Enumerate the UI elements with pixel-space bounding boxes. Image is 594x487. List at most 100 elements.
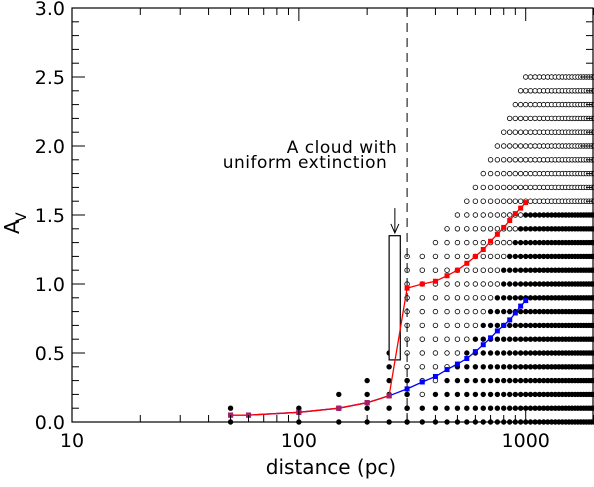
sample-point-open xyxy=(494,239,501,246)
series-point xyxy=(472,349,478,355)
sample-point-filled xyxy=(512,267,519,273)
sample-point-open xyxy=(532,129,538,135)
sample-point-open xyxy=(532,74,538,80)
sample-point-filled xyxy=(532,377,538,384)
sample-point-filled xyxy=(527,364,534,370)
sample-point-filled xyxy=(523,281,529,287)
sample-point-filled xyxy=(523,239,529,246)
sample-point-open xyxy=(501,143,507,149)
sample-point-open xyxy=(523,115,529,122)
sample-point-open xyxy=(523,74,529,80)
sample-point-filled xyxy=(517,308,524,315)
series-point xyxy=(464,356,470,362)
sample-point-open xyxy=(494,157,501,163)
sample-point-open xyxy=(532,101,538,108)
sample-point-filled xyxy=(487,405,494,411)
sample-point-open xyxy=(487,267,494,273)
sample-point-filled xyxy=(523,391,529,398)
sample-point-open xyxy=(454,350,461,356)
annotation-arrow-head xyxy=(390,223,400,235)
sample-point-open xyxy=(523,184,529,191)
sample-point-filled xyxy=(501,295,507,301)
sample-point-open xyxy=(480,226,486,232)
sample-point-filled xyxy=(444,391,450,398)
sample-point-open xyxy=(472,239,479,246)
sample-point-filled xyxy=(501,308,507,315)
y-axis-label-main: A xyxy=(0,220,24,234)
sample-point-open xyxy=(523,143,529,149)
sample-point-filled xyxy=(480,377,486,384)
sample-point-filled xyxy=(527,226,534,232)
sample-point-open xyxy=(512,198,519,204)
sample-point-open xyxy=(532,157,538,163)
sample-point-filled xyxy=(506,281,513,287)
sample-point-filled xyxy=(494,377,501,384)
sample-point-filled xyxy=(501,350,507,356)
series-point xyxy=(454,267,460,273)
y-axis-label-subscript: V xyxy=(14,212,30,222)
series-point xyxy=(444,273,450,279)
series-line xyxy=(230,300,527,416)
sample-point-filled xyxy=(386,364,392,370)
sample-point-open xyxy=(527,184,534,191)
sample-point-filled xyxy=(532,226,538,232)
sample-point-open xyxy=(527,143,534,149)
sample-point-open xyxy=(494,212,501,218)
sample-point-filled xyxy=(527,336,534,342)
series-point xyxy=(494,231,500,237)
sample-point-filled xyxy=(454,377,461,384)
sample-point-open xyxy=(472,322,479,329)
y-tick-label: 1.5 xyxy=(35,205,65,227)
sample-point-open xyxy=(494,267,501,273)
sample-point-open xyxy=(454,226,461,232)
sample-point-filled xyxy=(336,391,342,398)
series-point xyxy=(464,260,470,266)
sample-point-filled xyxy=(512,405,519,411)
series-point xyxy=(518,205,524,211)
sample-point-open xyxy=(501,157,507,163)
sample-point-filled xyxy=(480,364,486,370)
sample-point-open xyxy=(506,239,513,246)
sample-point-open xyxy=(432,377,439,384)
sample-point-open xyxy=(506,226,513,232)
sample-point-filled xyxy=(464,377,470,384)
x-tick-label: 10 xyxy=(60,430,84,452)
sample-point-filled xyxy=(506,253,513,260)
sample-point-filled xyxy=(532,308,538,315)
sample-point-open xyxy=(419,267,425,273)
sample-point-open xyxy=(494,281,501,287)
sample-point-filled xyxy=(487,364,494,370)
sample-point-filled xyxy=(480,336,486,342)
sample-point-open xyxy=(501,129,507,135)
sample-point-open xyxy=(527,198,534,204)
series-point xyxy=(472,253,478,259)
sample-point-open xyxy=(464,239,470,246)
sample-point-open xyxy=(464,198,470,204)
series-point xyxy=(523,200,529,206)
sample-point-open xyxy=(464,281,470,287)
y-tick-label: 0.5 xyxy=(35,343,65,365)
sample-point-open xyxy=(523,129,529,135)
sample-point-open xyxy=(501,198,507,204)
series-line xyxy=(230,202,527,416)
series-point xyxy=(507,218,513,224)
series-point xyxy=(523,298,529,304)
sample-point-filled xyxy=(501,281,507,287)
sample-point-open xyxy=(494,143,501,149)
sample-point-open xyxy=(527,170,534,177)
sample-point-open xyxy=(480,239,486,246)
series-point xyxy=(512,211,518,217)
sample-point-open xyxy=(512,115,519,122)
sample-point-open xyxy=(527,157,534,163)
series-point xyxy=(419,379,425,385)
sample-point-filled xyxy=(512,295,519,301)
sample-point-filled xyxy=(517,322,524,329)
sample-point-filled xyxy=(386,405,392,411)
sample-point-open xyxy=(444,239,450,246)
sample-point-open xyxy=(517,157,524,163)
sample-point-open xyxy=(512,184,519,191)
sample-point-filled xyxy=(523,226,529,232)
sample-point-open xyxy=(432,350,439,356)
series-point xyxy=(432,278,438,284)
sample-point-filled xyxy=(472,405,479,411)
